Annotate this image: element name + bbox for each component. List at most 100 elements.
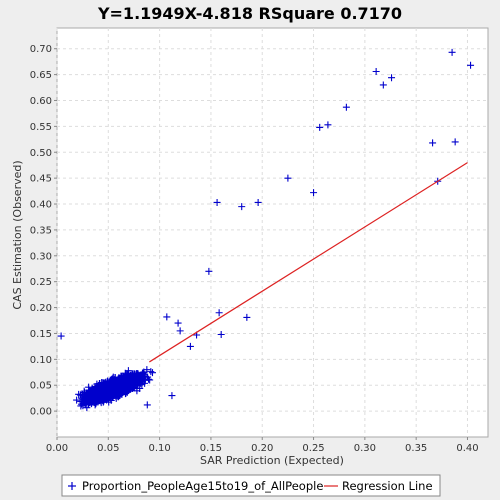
cluster-point (101, 386, 109, 394)
data-point (372, 67, 380, 75)
cluster-point (84, 392, 92, 400)
cluster-point (135, 376, 143, 384)
data-point (316, 123, 324, 131)
legend-box (61, 474, 441, 497)
cluster-point (144, 375, 152, 383)
data-point (215, 309, 223, 317)
x-tick-label: 0.35 (405, 443, 427, 454)
cluster-point (112, 383, 120, 391)
data-point (174, 319, 182, 327)
cluster-point (124, 371, 132, 379)
cluster-point (141, 376, 149, 384)
cluster-point (120, 386, 128, 394)
y-tick-label: 0.45 (30, 174, 52, 185)
cluster-point (98, 383, 106, 391)
data-point (168, 392, 176, 400)
x-tick-label: 0.15 (200, 443, 222, 454)
cluster-point (99, 393, 107, 401)
y-tick-label: 0.65 (30, 70, 52, 81)
cluster-point (136, 385, 144, 393)
y-axis-ticks: 0.00 0.05 0.10 0.15 0.20 0.25 0.30 0.35 0.40 0.45… (30, 44, 57, 418)
y-tick-label: 0.70 (30, 44, 52, 55)
cluster-point (114, 390, 122, 398)
cluster-point (88, 398, 96, 406)
cluster-point (78, 390, 86, 398)
cluster-point (73, 396, 81, 404)
y-tick-label: 0.20 (30, 303, 52, 314)
data-point (186, 342, 194, 350)
x-axis-ticks: 0.00 0.05 0.10 0.15 0.20 0.25 0.30 0.35 0.40 (46, 437, 479, 454)
cluster-point (91, 392, 99, 400)
legend-label-points: Proportion_PeopleAge15to19_of_AllPeople (82, 479, 323, 493)
data-point (448, 48, 456, 56)
data-point (217, 330, 225, 338)
y-tick-label: 0.40 (30, 200, 52, 211)
cluster-point (78, 398, 86, 406)
data-point (379, 81, 387, 89)
data-point (238, 203, 246, 211)
cluster-point (108, 385, 116, 393)
x-tick-label: 0.10 (148, 443, 170, 454)
data-point (163, 313, 171, 321)
cluster-point (92, 400, 100, 408)
data-point (451, 138, 459, 146)
data-point (243, 313, 251, 321)
cluster-point (81, 401, 89, 409)
data-point (284, 174, 292, 182)
cluster-point (104, 380, 112, 388)
legend-label-regression: Regression Line (342, 479, 433, 493)
data-points (57, 48, 475, 409)
y-tick-label: 0.35 (30, 225, 52, 236)
y-tick-label: 0.55 (30, 122, 52, 133)
data-point (143, 401, 151, 409)
x-tick-label: 0.05 (97, 443, 119, 454)
y-tick-label: 0.25 (30, 277, 52, 288)
data-point (388, 74, 396, 82)
cluster-point (122, 381, 130, 389)
x-tick-label: 0.40 (456, 443, 478, 454)
y-tick-label: 0.30 (30, 251, 52, 262)
cluster-point (139, 369, 147, 377)
data-point (310, 189, 318, 197)
data-point (324, 121, 332, 129)
x-axis-label: SAR Prediction (Expected) (200, 454, 344, 467)
y-tick-label: 0.50 (30, 148, 52, 159)
y-tick-label: 0.10 (30, 355, 52, 366)
cluster-point (84, 400, 92, 408)
y-axis-label: CAS Estimation (Observed) (11, 160, 24, 309)
y-tick-label: 0.15 (30, 329, 52, 340)
cluster-point (147, 368, 155, 376)
data-point (57, 332, 65, 340)
x-tick-label: 0.20 (251, 443, 273, 454)
cluster-point (129, 375, 137, 383)
cluster-point (126, 378, 134, 386)
data-point (213, 198, 221, 206)
regression-line (149, 162, 468, 363)
y-tick-label: 0.60 (30, 96, 52, 107)
data-point (254, 198, 262, 206)
x-tick-label: 0.25 (302, 443, 324, 454)
legend-point-marker (68, 482, 76, 490)
data-point (342, 103, 350, 111)
data-point (429, 139, 437, 147)
cluster-point (140, 368, 148, 376)
data-point (467, 61, 475, 69)
cluster-point (148, 369, 156, 377)
regression-line-group (149, 162, 468, 363)
cluster-point (99, 389, 106, 397)
x-tick-label: 0.30 (354, 443, 376, 454)
grid-lines (56, 28, 488, 437)
cluster-point (141, 379, 149, 387)
cluster-point (83, 404, 91, 412)
cluster-point (95, 381, 103, 389)
y-tick-label: 0.00 (30, 407, 52, 418)
data-point (205, 267, 213, 275)
data-point (176, 327, 184, 335)
x-tick-label: 0.00 (46, 443, 68, 454)
cluster-point (94, 388, 102, 396)
cluster-point (80, 387, 88, 395)
point-cluster (73, 366, 156, 412)
y-tick-label: 0.05 (30, 381, 52, 392)
chart-title: Y=1.1949X-4.818 RSquare 0.7170 (97, 4, 402, 23)
